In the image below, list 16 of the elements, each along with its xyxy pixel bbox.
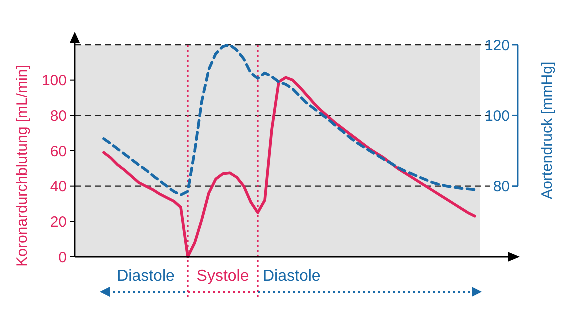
- y2-tick-label: 120: [484, 37, 510, 54]
- y-tick-label: 0: [58, 249, 67, 266]
- y-tick-label: 40: [50, 178, 67, 196]
- y-axis-title: Koronardurchblutung [mL/min]: [14, 65, 31, 267]
- y2-tick-label: 80: [493, 178, 510, 196]
- y2-axis-title: Aortendruck [mmHg]: [539, 62, 556, 200]
- y-tick-label: 60: [50, 143, 67, 160]
- y2-tick-label: 100: [484, 108, 510, 125]
- text: Systole: [196, 268, 250, 285]
- line-series: [102, 76, 476, 258]
- text: Diastole: [263, 268, 321, 285]
- y-tick-label: 20: [50, 214, 67, 231]
- y-tick-label: 80: [50, 108, 67, 125]
- text: Diastole: [117, 268, 175, 285]
- y-tick-label: 100: [42, 72, 67, 90]
- line-series: [102, 44, 476, 197]
